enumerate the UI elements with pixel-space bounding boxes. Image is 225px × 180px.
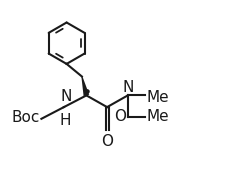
Text: Boc: Boc (11, 110, 40, 125)
Text: N: N (122, 80, 133, 94)
Text: N: N (60, 89, 71, 104)
Text: Me: Me (147, 90, 169, 105)
Text: O: O (101, 134, 113, 149)
Polygon shape (81, 76, 89, 96)
Text: H: H (60, 112, 72, 127)
Text: O: O (114, 109, 126, 124)
Text: Me: Me (147, 109, 169, 124)
